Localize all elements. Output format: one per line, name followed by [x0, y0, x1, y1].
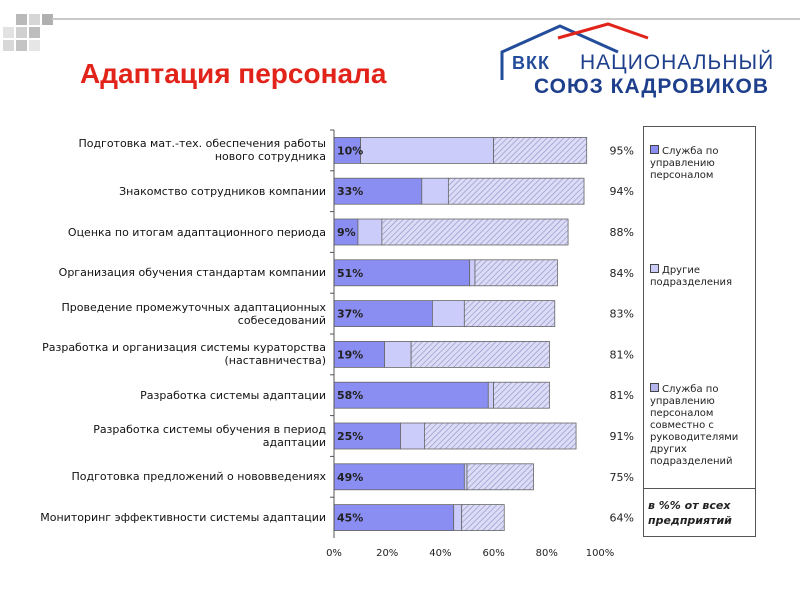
bar-hr-4	[333, 300, 433, 328]
x-tick-label: 20%	[376, 548, 398, 559]
top-rule	[52, 18, 800, 20]
bar-other-2	[357, 218, 383, 246]
bar-label: 37%	[337, 308, 363, 321]
bar-label: 33%	[337, 185, 363, 198]
legend-label-joint: Служба по управлению персоналом совместн…	[650, 384, 739, 467]
bar-other-9	[453, 504, 463, 532]
total-label: 94%	[610, 185, 634, 198]
total-label: 95%	[610, 144, 634, 157]
bar-label: 19%	[337, 348, 363, 361]
logo-roof-icon	[500, 22, 649, 80]
bar-joint-0	[493, 136, 588, 164]
bar-joint-7	[424, 422, 577, 450]
legend-item-joint: Служба по управлению персоналом совместн…	[650, 383, 754, 468]
category-label: Разработка системы обучения в период ада…	[93, 423, 326, 449]
bar-hr-0	[333, 136, 362, 164]
category-label: Оценка по итогам адаптационного периода	[67, 225, 326, 239]
total-label: 83%	[610, 308, 634, 321]
bar-other-0	[360, 136, 495, 164]
category-label: Подготовка мат.-тех. обеспечения работы …	[78, 137, 326, 164]
bar-hr-7	[333, 422, 401, 450]
total-label: 91%	[610, 430, 634, 443]
logo: ВКК НАЦИОНАЛЬНЫЙ СОЮЗ КАДРОВИКОВ	[498, 22, 790, 100]
bar-other-7	[400, 422, 425, 450]
bar-hr-9	[333, 504, 455, 532]
bar-label: 9%	[337, 226, 356, 239]
bar-joint-8	[466, 463, 534, 491]
total-label: 84%	[610, 267, 634, 280]
bar-joint-3	[474, 259, 558, 287]
logo-line2: СОЮЗ КАДРОВИКОВ	[534, 75, 769, 98]
bar-joint-5	[410, 340, 550, 368]
bar-joint-1	[447, 177, 585, 205]
legend-separator	[644, 488, 755, 489]
bar-joint-4	[463, 300, 556, 328]
logo-line1: НАЦИОНАЛЬНЫЙ	[580, 51, 775, 74]
bar-other-4	[432, 300, 465, 328]
bar-label: 10%	[337, 144, 363, 157]
x-tick-label: 0%	[326, 548, 342, 559]
bar-hr-5	[333, 340, 385, 368]
category-label: Проведение промежуточных адаптационных с…	[61, 300, 327, 327]
total-label: 64%	[610, 512, 634, 525]
legend-swatch-joint	[650, 383, 659, 392]
bar-joint-6	[493, 381, 550, 409]
total-label: 88%	[610, 226, 634, 239]
legend-note: в %% от всех предприятий	[648, 499, 732, 527]
legend: Служба по управлению персоналом Другие п…	[643, 126, 756, 537]
logo-abbr: ВКК	[512, 53, 550, 73]
legend-item-hr: Служба по управлению персоналом	[650, 145, 754, 182]
bar-label: 58%	[337, 389, 363, 402]
x-tick-label: 80%	[536, 548, 558, 559]
bar-label: 49%	[337, 471, 363, 484]
bar-label: 25%	[337, 430, 363, 443]
bar-other-1	[421, 177, 449, 205]
legend-label-hr: Служба по управлению персоналом	[650, 146, 719, 181]
category-label: Мониторинг эффективности системы адаптац…	[40, 511, 326, 525]
bar-hr-3	[333, 259, 471, 287]
total-label: 81%	[610, 389, 634, 402]
category-label: Знакомство сотрудников компании	[119, 184, 326, 198]
bar-label: 51%	[337, 267, 363, 280]
legend-label-other: Другие подразделения	[650, 265, 733, 288]
bar-other-3	[469, 259, 476, 287]
x-tick-label: 40%	[429, 548, 451, 559]
category-label: Организация обучения стандартам компании	[58, 266, 326, 280]
category-label: Разработка и организация системы куратор…	[42, 341, 326, 368]
legend-swatch-other	[650, 264, 659, 273]
x-tick-label: 100%	[586, 548, 615, 559]
total-label: 81%	[610, 348, 634, 361]
bar-other-5	[384, 340, 412, 368]
legend-swatch-hr	[650, 145, 659, 154]
category-label: Разработка системы адаптации	[140, 388, 326, 402]
bar-label: 45%	[337, 512, 363, 525]
bar-joint-9	[461, 504, 505, 532]
page-title: Адаптация персонала	[80, 58, 387, 89]
x-tick-label: 60%	[482, 548, 504, 559]
bar-other-6	[487, 381, 494, 409]
total-label: 75%	[610, 471, 634, 484]
category-label: Подготовка предложений о нововведениях	[71, 470, 326, 484]
bar-joint-2	[381, 218, 569, 246]
legend-item-other: Другие подразделения	[650, 264, 754, 289]
